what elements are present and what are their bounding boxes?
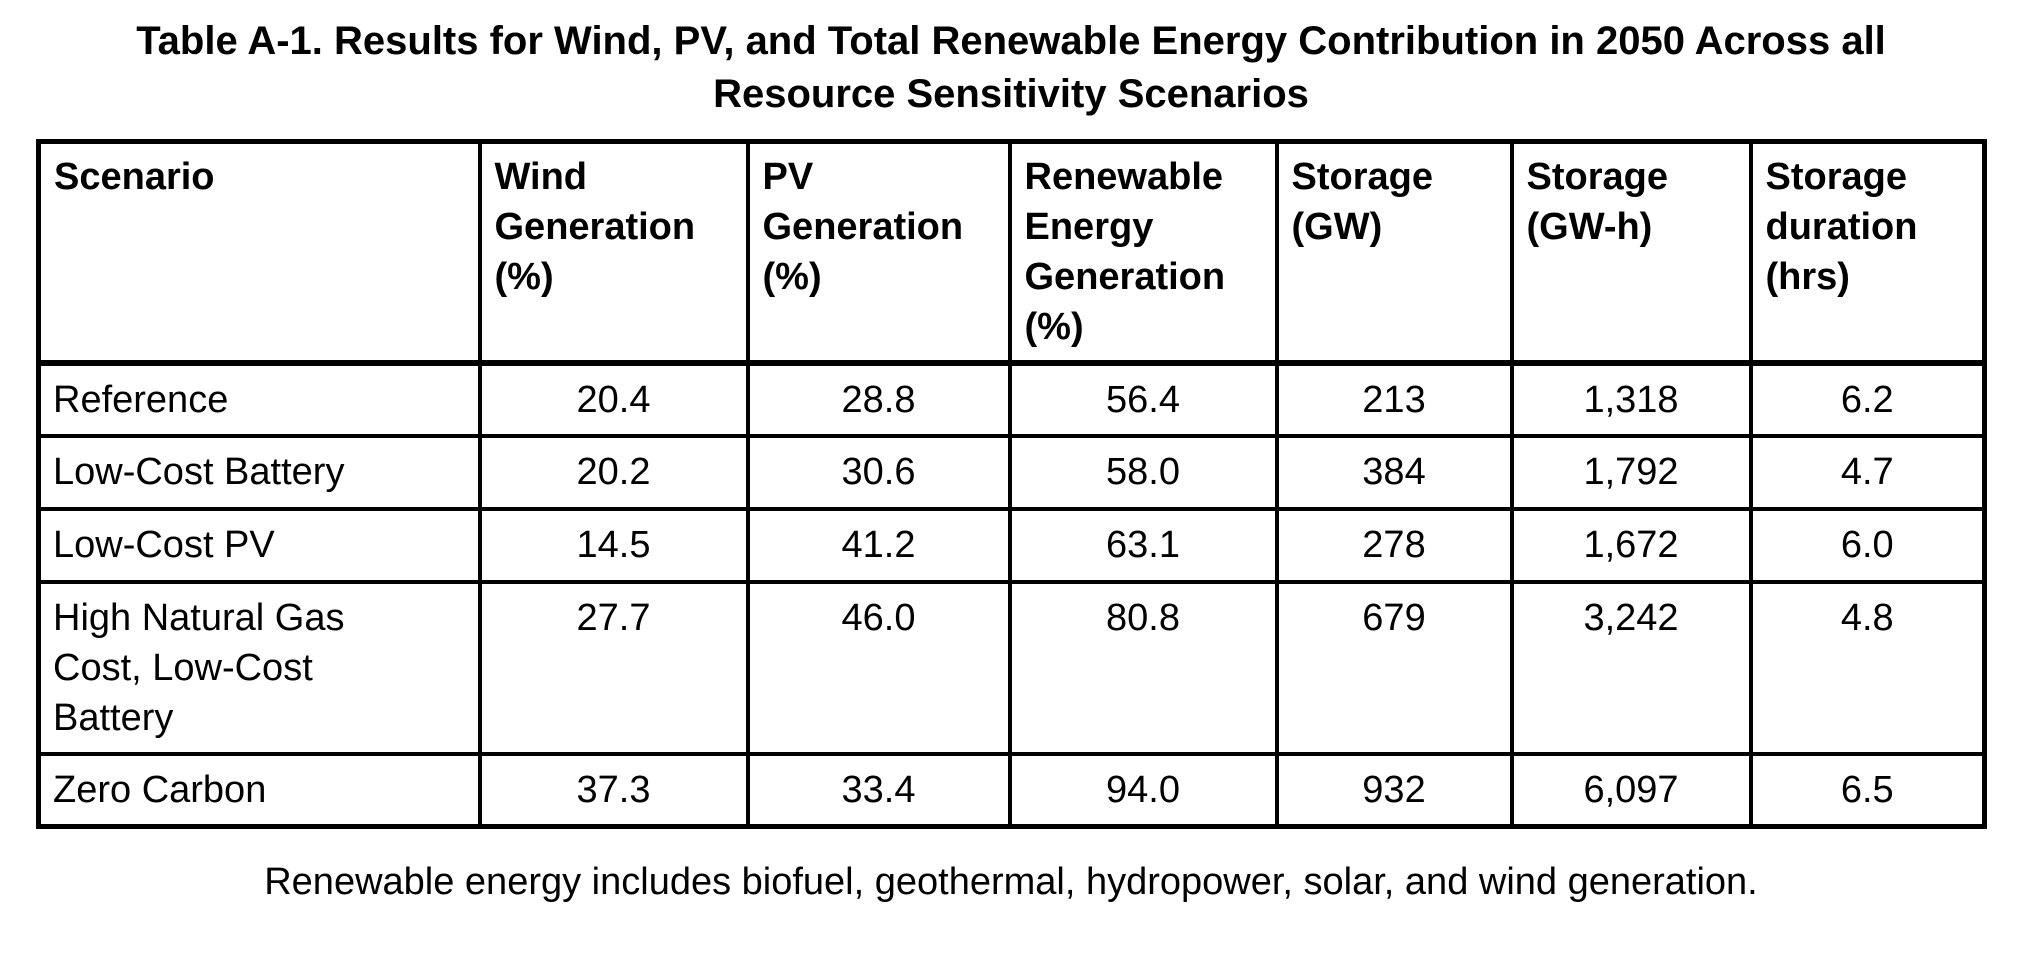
value-cell: 37.3 — [477, 752, 750, 829]
value-cell: 28.8 — [745, 361, 1012, 438]
value-cell: 46.0 — [745, 580, 1012, 756]
value-cell: 80.8 — [1007, 580, 1279, 756]
value-cell: 213 — [1274, 361, 1514, 438]
value-cell: 14.5 — [477, 507, 750, 584]
scenario-cell: Reference — [36, 361, 482, 438]
value-cell: 4.8 — [1748, 580, 1987, 756]
table-row-reference: Reference 20.4 28.8 56.4 213 1,318 6.2 — [36, 361, 1987, 438]
value-cell: 20.2 — [477, 434, 750, 511]
results-table: Scenario Wind Generation (%) PV Generati… — [36, 139, 1987, 829]
value-cell: 27.7 — [477, 580, 750, 756]
value-cell: 41.2 — [745, 507, 1012, 584]
table-row-high-natural-gas-cost-low-cost-battery: High Natural Gas Cost, Low-Cost Battery … — [36, 580, 1987, 756]
value-cell: 4.7 — [1748, 434, 1987, 511]
table-row-low-cost-pv: Low-Cost PV 14.5 41.2 63.1 278 1,672 6.0 — [36, 507, 1987, 584]
value-cell: 384 — [1274, 434, 1514, 511]
table-title: Table A-1. Results for Wind, PV, and Tot… — [136, 19, 1886, 116]
value-cell: 278 — [1274, 507, 1514, 584]
value-cell: 3,242 — [1509, 580, 1753, 756]
table-footnote: Renewable energy includes biofuel, geoth… — [264, 861, 1758, 903]
column-header-storage-gw: Storage (GW) — [1274, 139, 1514, 366]
scenario-cell: Low-Cost PV — [36, 507, 482, 584]
value-cell: 30.6 — [745, 434, 1012, 511]
value-cell: 58.0 — [1007, 434, 1279, 511]
column-header-storage-gwh: Storage (GW-h) — [1509, 139, 1753, 366]
value-cell: 1,672 — [1509, 507, 1753, 584]
column-header-wind-generation: Wind Generation (%) — [477, 139, 750, 366]
value-cell: 6.0 — [1748, 507, 1987, 584]
value-cell: 20.4 — [477, 361, 750, 438]
scenario-cell: Zero Carbon — [36, 752, 482, 829]
column-header-storage-duration: Storage duration (hrs) — [1748, 139, 1987, 366]
value-cell: 1,318 — [1509, 361, 1753, 438]
scenario-cell: Low-Cost Battery — [36, 434, 482, 511]
column-header-pv-generation: PV Generation (%) — [745, 139, 1012, 366]
column-header-scenario: Scenario — [36, 139, 482, 366]
value-cell: 6.2 — [1748, 361, 1987, 438]
document-content: Table A-1. Results for Wind, PV, and Tot… — [36, 0, 1987, 907]
value-cell: 1,792 — [1509, 434, 1753, 511]
value-cell: 679 — [1274, 580, 1514, 756]
value-cell: 932 — [1274, 752, 1514, 829]
table-header-row: Scenario Wind Generation (%) PV Generati… — [36, 139, 1987, 366]
value-cell: 6,097 — [1509, 752, 1753, 829]
table-row-zero-carbon: Zero Carbon 37.3 33.4 94.0 932 6,097 6.5 — [36, 752, 1987, 829]
value-cell: 63.1 — [1007, 507, 1279, 584]
value-cell: 6.5 — [1748, 752, 1987, 829]
column-header-renewable-energy-generation: Renewable Energy Generation (%) — [1007, 139, 1279, 366]
scenario-cell: High Natural Gas Cost, Low-Cost Battery — [36, 580, 482, 756]
value-cell: 33.4 — [745, 752, 1012, 829]
value-cell: 56.4 — [1007, 361, 1279, 438]
value-cell: 94.0 — [1007, 752, 1279, 829]
table-row-low-cost-battery: Low-Cost Battery 20.2 30.6 58.0 384 1,79… — [36, 434, 1987, 511]
